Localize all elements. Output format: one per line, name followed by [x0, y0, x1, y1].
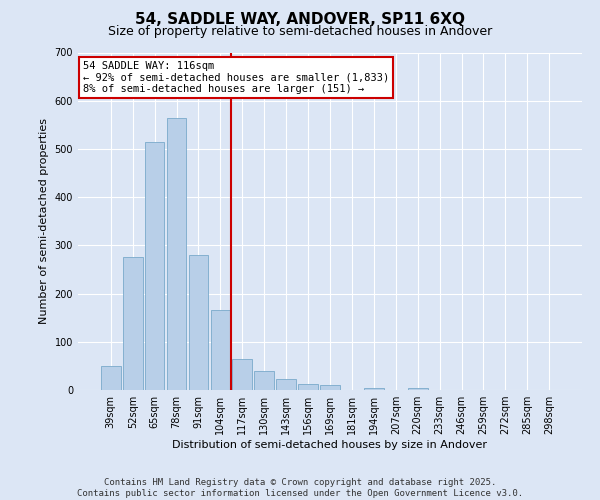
Bar — [276, 380, 296, 390]
Bar — [123, 258, 143, 390]
Text: Size of property relative to semi-detached houses in Andover: Size of property relative to semi-detach… — [108, 25, 492, 38]
Y-axis label: Number of semi-detached properties: Number of semi-detached properties — [39, 118, 49, 324]
Bar — [408, 388, 428, 390]
Bar — [167, 118, 187, 390]
Bar — [298, 384, 318, 390]
Text: 54 SADDLE WAY: 116sqm
← 92% of semi-detached houses are smaller (1,833)
8% of se: 54 SADDLE WAY: 116sqm ← 92% of semi-deta… — [83, 61, 389, 94]
X-axis label: Distribution of semi-detached houses by size in Andover: Distribution of semi-detached houses by … — [173, 440, 487, 450]
Bar — [232, 358, 252, 390]
Bar — [188, 255, 208, 390]
Bar — [145, 142, 164, 390]
Bar — [320, 385, 340, 390]
Text: Contains HM Land Registry data © Crown copyright and database right 2025.
Contai: Contains HM Land Registry data © Crown c… — [77, 478, 523, 498]
Text: 54, SADDLE WAY, ANDOVER, SP11 6XQ: 54, SADDLE WAY, ANDOVER, SP11 6XQ — [135, 12, 465, 28]
Bar — [211, 310, 230, 390]
Bar — [254, 370, 274, 390]
Bar — [364, 388, 384, 390]
Bar — [101, 366, 121, 390]
